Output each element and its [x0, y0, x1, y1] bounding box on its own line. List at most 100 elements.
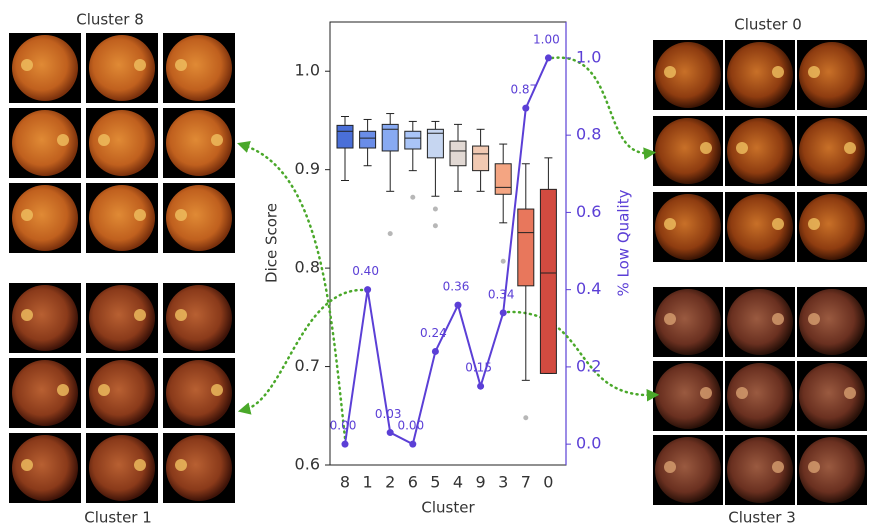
fundus-retina: [89, 35, 155, 101]
group-label: Cluster 0: [734, 16, 802, 34]
line-point: [522, 104, 530, 112]
box: [494, 163, 512, 195]
y2-tick-label: 0.6: [576, 202, 601, 221]
fundus-retina: [727, 194, 793, 260]
arrow: [550, 56, 657, 160]
fundus-retina: [166, 110, 232, 176]
fundus-retina: [727, 363, 793, 429]
optic-disc: [664, 461, 676, 473]
optic-disc: [175, 209, 187, 221]
box: [404, 130, 422, 150]
optic-disc: [21, 309, 33, 321]
optic-disc: [844, 387, 856, 399]
fundus-retina: [655, 42, 721, 108]
fundus-retina: [89, 185, 155, 251]
optic-disc: [808, 461, 820, 473]
line-point: [386, 429, 394, 437]
optic-disc: [664, 66, 676, 78]
outlier: [432, 223, 438, 229]
fundus-retina: [727, 118, 793, 184]
outlier: [432, 206, 438, 212]
y2-tick-label: 0.4: [576, 279, 601, 298]
optic-disc: [700, 387, 712, 399]
outlier: [387, 231, 393, 237]
fundus-retina: [799, 289, 865, 355]
arrow: [237, 288, 364, 415]
optic-disc: [175, 309, 187, 321]
fundus-retina: [727, 289, 793, 355]
value-label: 0.87: [510, 83, 537, 97]
optic-disc: [772, 313, 784, 325]
value-label: 0.00: [397, 419, 424, 433]
x-tick-label: 8: [340, 473, 350, 492]
line-point: [499, 309, 507, 317]
y-tick-label: 0.9: [295, 159, 320, 178]
box: [336, 124, 354, 149]
fundus-retina: [89, 360, 155, 426]
group-label: Cluster 8: [76, 11, 144, 29]
optic-disc: [772, 66, 784, 78]
fundus-retina: [89, 435, 155, 501]
optic-disc: [134, 459, 146, 471]
fundus-retina: [166, 435, 232, 501]
image-grids: [9, 33, 867, 505]
value-label: 0.40: [352, 264, 379, 278]
value-label: 0.36: [443, 280, 470, 294]
box: [449, 140, 467, 167]
optic-disc: [211, 134, 223, 146]
fundus-retina: [166, 360, 232, 426]
x-tick-label: 7: [521, 473, 531, 492]
box: [426, 128, 444, 159]
optic-disc: [844, 142, 856, 154]
line-point: [477, 382, 485, 390]
line-point: [544, 54, 552, 62]
outlier: [410, 194, 416, 200]
box: [517, 208, 535, 287]
optic-disc: [57, 384, 69, 396]
value-label: 0.00: [330, 419, 357, 433]
fundus-retina: [166, 35, 232, 101]
line-point: [431, 347, 439, 355]
box: [539, 188, 557, 374]
optic-disc: [21, 459, 33, 471]
fundus-retina: [727, 437, 793, 503]
box: [381, 123, 399, 152]
optic-disc: [808, 218, 820, 230]
optic-disc: [808, 66, 820, 78]
x-tick-label: 3: [498, 473, 508, 492]
fundus-retina: [89, 285, 155, 351]
optic-disc: [21, 209, 33, 221]
outlier: [523, 415, 529, 421]
y-axis-label: Dice Score: [263, 203, 281, 283]
value-label: 0.03: [375, 407, 402, 421]
fundus-retina: [799, 42, 865, 108]
optic-disc: [808, 313, 820, 325]
fundus-retina: [12, 360, 78, 426]
fundus-retina: [655, 194, 721, 260]
fundus-retina: [727, 42, 793, 108]
optic-disc: [664, 218, 676, 230]
fundus-retina: [799, 437, 865, 503]
line-point: [364, 286, 372, 294]
fundus-retina: [12, 185, 78, 251]
optic-disc: [134, 309, 146, 321]
value-label: 0.24: [420, 326, 447, 340]
y2-tick-label: 0.8: [576, 125, 601, 144]
arrow: [506, 310, 660, 402]
optic-disc: [134, 209, 146, 221]
fundus-retina: [89, 110, 155, 176]
optic-disc: [175, 59, 187, 71]
fundus-retina: [655, 437, 721, 503]
x-tick-label: 9: [476, 473, 486, 492]
fundus-retina: [166, 285, 232, 351]
y2-tick-label: 1.0: [576, 47, 601, 66]
box: [472, 145, 490, 172]
optic-disc: [134, 59, 146, 71]
fundus-retina: [12, 285, 78, 351]
group-label: Cluster 1: [84, 509, 152, 527]
optic-disc: [736, 142, 748, 154]
y-tick-label: 0.7: [295, 356, 320, 375]
optic-disc: [98, 134, 110, 146]
optic-disc: [700, 142, 712, 154]
